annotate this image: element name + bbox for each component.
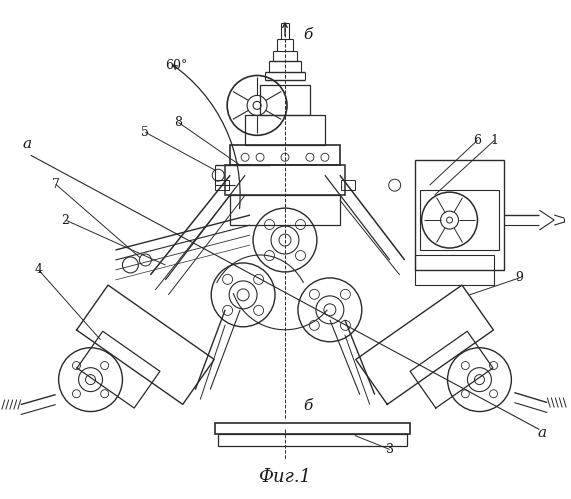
Bar (215, 423, 409, 435)
Text: б: б (303, 27, 312, 41)
Bar (230, 145, 340, 165)
Text: 7: 7 (52, 178, 59, 191)
Text: 4: 4 (35, 263, 43, 276)
Text: 6: 6 (473, 134, 481, 147)
Text: 5: 5 (142, 126, 150, 139)
Bar (230, 195, 340, 225)
Bar (420, 190, 500, 250)
Text: а: а (537, 427, 546, 441)
Bar (245, 115, 325, 145)
Text: 9: 9 (516, 271, 523, 284)
Bar (215, 180, 229, 190)
Bar (415, 255, 494, 285)
Text: 8: 8 (174, 116, 182, 129)
Text: 3: 3 (385, 443, 394, 456)
Text: а: а (23, 137, 32, 151)
Text: Фиг.1: Фиг.1 (259, 469, 312, 487)
Text: 60°: 60° (166, 58, 188, 71)
Text: 2: 2 (62, 214, 70, 227)
Bar (218, 435, 407, 447)
Text: 1: 1 (490, 134, 498, 147)
Bar (415, 160, 504, 270)
Bar (225, 165, 345, 195)
Bar (260, 85, 310, 115)
Bar (341, 180, 355, 190)
Text: б: б (303, 399, 312, 413)
